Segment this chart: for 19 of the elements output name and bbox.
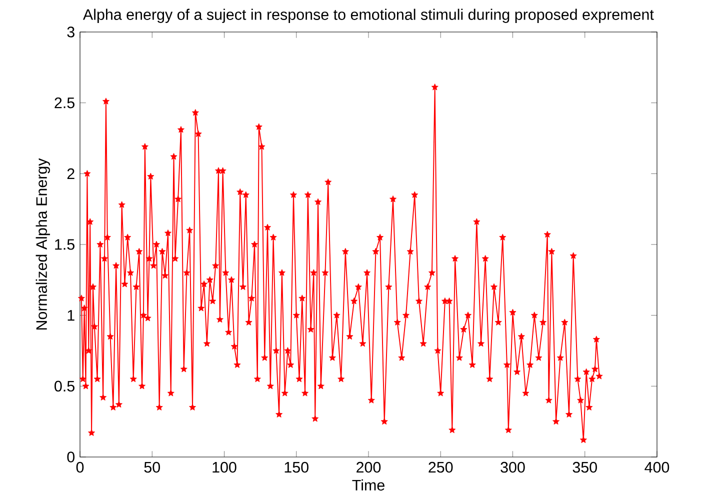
x-tick-label: 350 <box>572 462 597 473</box>
y-tick-label: 2.5 <box>54 97 74 108</box>
y-tick-label: 0.5 <box>54 380 74 392</box>
y-axis-title: Normalized Alpha Energy <box>36 158 50 330</box>
x-tick-label: 100 <box>212 462 236 473</box>
x-tick-label: 200 <box>356 462 381 473</box>
y-tick-label: 1.5 <box>55 239 74 250</box>
x-axis-title: Time <box>352 479 384 491</box>
x-tick-label: 150 <box>284 462 308 473</box>
y-tick-label: 1 <box>68 310 74 321</box>
x-tick-label: 250 <box>428 462 453 473</box>
chart-title: Alpha energy of a suject in response to emotional stimuli during proposed exprement <box>82 8 654 23</box>
x-tick-label: 400 <box>644 462 670 473</box>
x-tick-label: 0 <box>76 462 84 473</box>
y-tick-label: 0 <box>67 452 74 462</box>
x-tick-label: 300 <box>500 462 525 473</box>
y-tick-label: 3 <box>67 26 74 38</box>
x-tick-label: 50 <box>144 462 160 473</box>
y-tick-label: 2 <box>67 168 74 179</box>
